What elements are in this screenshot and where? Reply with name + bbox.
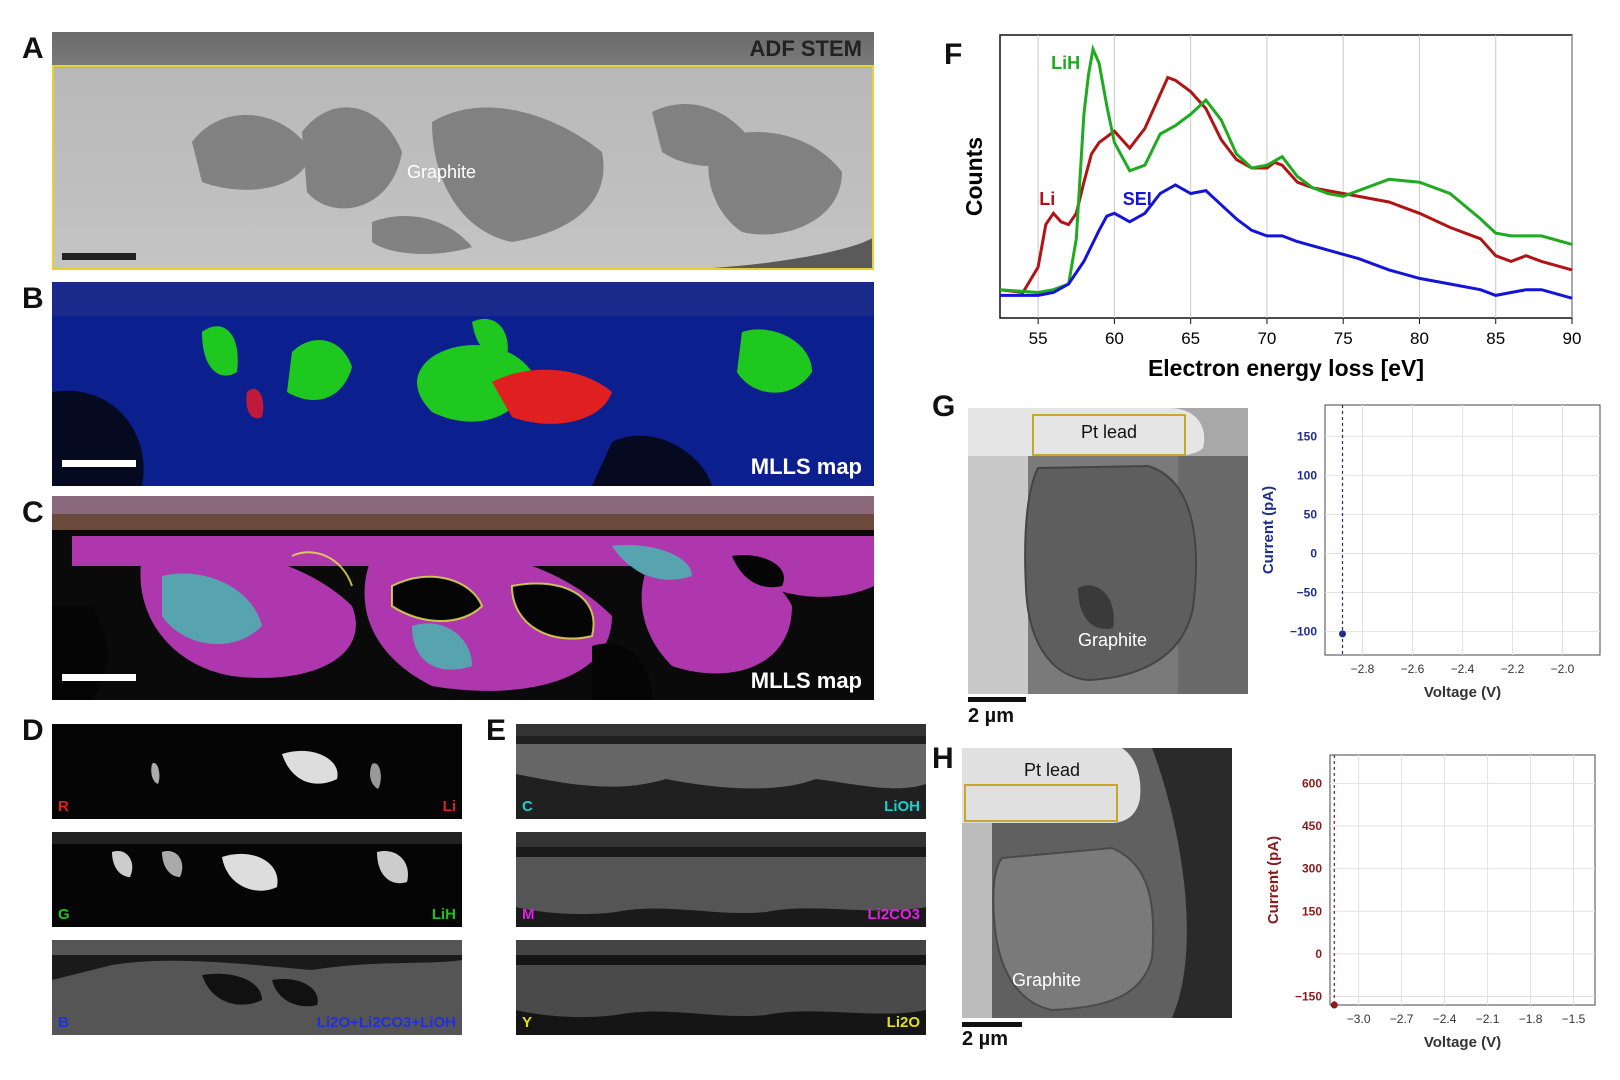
map-e-lioh: C LiOH xyxy=(516,724,926,819)
graphite-label: Graphite xyxy=(407,162,477,182)
panel-b-title: MLLS map xyxy=(750,454,862,479)
pt-lead-label: Pt lead xyxy=(1080,422,1138,442)
scale-bar xyxy=(62,253,136,260)
y-tick-label: −150 xyxy=(1295,989,1322,1003)
x-tick-label: −1.8 xyxy=(1519,1012,1543,1026)
device-image-h: Pt lead Graphite xyxy=(962,748,1232,1018)
y-tick-label: 600 xyxy=(1302,776,1322,790)
x-tick-label: −1.5 xyxy=(1562,1012,1586,1026)
panel-label-h: H xyxy=(932,742,954,775)
iv-chart-g: −2.8 −2.6 −2.4 −2.2 −2.0 −100 −50 0 50 100 150 Volt… xyxy=(1260,404,1601,701)
x-tick-label: −2.4 xyxy=(1451,662,1475,676)
series-line-lih xyxy=(999,44,1573,295)
scale-bar-label: 2 µm xyxy=(968,705,1014,727)
y-tick-label: −100 xyxy=(1290,625,1317,639)
panel-label-b: B xyxy=(22,282,44,315)
data-point xyxy=(1330,1001,1338,1009)
panel-c-title: MLLS map xyxy=(750,668,862,693)
channel-label-g: G xyxy=(58,906,70,923)
panel-label-g: G xyxy=(932,390,956,423)
y-tick-label: 0 xyxy=(1315,947,1322,961)
pt-lead-box xyxy=(964,784,1118,822)
panel-label-c: C xyxy=(22,496,44,529)
phase-label-li: Li xyxy=(442,798,456,815)
panel-label-d: D xyxy=(22,714,44,747)
channel-label-m: M xyxy=(522,906,535,923)
channel-label-c: C xyxy=(522,798,533,815)
adf-stem-image: ADF STEM Graphite xyxy=(52,32,874,270)
y-tick-label: 150 xyxy=(1297,429,1317,443)
graphite-label: Graphite xyxy=(1012,970,1082,990)
x-tick-label: 85 xyxy=(1486,329,1505,348)
x-tick-label: −2.2 xyxy=(1501,662,1525,676)
mlls-map-rgb: MLLS map xyxy=(52,282,874,486)
panel-label-e: E xyxy=(486,714,507,747)
y-tick-label: 450 xyxy=(1302,819,1322,833)
x-tick-label: −2.0 xyxy=(1551,662,1575,676)
scale-bar-label: 2 µm xyxy=(962,1028,1008,1050)
plot-frame xyxy=(1329,754,1596,1006)
selection-box xyxy=(52,65,874,270)
channel-label-b: B xyxy=(58,1014,69,1031)
series-label-sei: SEI xyxy=(1123,189,1152,209)
scale-bar xyxy=(62,674,136,681)
y-tick-label: −50 xyxy=(1297,586,1318,600)
scale-bar xyxy=(968,697,1026,702)
panel-label-f: F xyxy=(944,38,963,71)
channel-label-r: R xyxy=(58,798,69,815)
phase-label-lih: LiH xyxy=(431,906,456,923)
map-e-li2o: Y Li2O xyxy=(516,940,926,1035)
x-tick-label: −3.0 xyxy=(1347,1012,1371,1026)
x-tick-label: 75 xyxy=(1334,329,1353,348)
device-image-g: Pt lead Graphite xyxy=(968,408,1248,694)
y-tick-label: 50 xyxy=(1304,507,1318,521)
scale-bar xyxy=(62,460,136,467)
graphite-label: Graphite xyxy=(1078,630,1148,650)
x-tick-label: 65 xyxy=(1181,329,1200,348)
x-tick-label: −2.7 xyxy=(1390,1012,1414,1026)
phase-label-li2co3: Li2CO3 xyxy=(867,906,920,923)
series-label-li: Li xyxy=(1039,189,1055,209)
phase-label-li2o: Li2O xyxy=(886,1014,920,1031)
pt-lead-label: Pt lead xyxy=(1024,760,1081,780)
data-point xyxy=(1339,630,1346,638)
x-tick-label: −2.1 xyxy=(1476,1012,1500,1026)
y-axis-label: Current (pA) xyxy=(1265,836,1282,924)
phase-label-lioh: LiOH xyxy=(884,798,920,815)
map-e-li2co3: M Li2CO3 xyxy=(516,832,926,927)
panel-a-title: ADF STEM xyxy=(749,36,862,61)
y-axis-label: Counts xyxy=(961,137,987,216)
eels-chart: 55 60 65 70 75 80 85 90 Electron energy loss [eV… xyxy=(961,34,1582,381)
y-tick-label: 150 xyxy=(1302,904,1322,918)
channel-label-y: Y xyxy=(522,1014,533,1031)
series-line-li xyxy=(999,75,1573,295)
mlls-map-cmy: MLLS map xyxy=(52,496,874,700)
x-tick-label: 80 xyxy=(1410,329,1429,348)
y-tick-label: 100 xyxy=(1297,468,1317,482)
x-axis-label: Electron energy loss [eV] xyxy=(1148,355,1424,381)
map-d-li: R Li xyxy=(52,724,462,819)
x-tick-label: 55 xyxy=(1029,329,1048,348)
x-tick-label: 90 xyxy=(1563,329,1582,348)
map-d-lih: G LiH xyxy=(52,832,462,927)
y-axis-label: Current (pA) xyxy=(1260,486,1277,574)
pt-lead-box xyxy=(1032,414,1186,456)
y-tick-label: 0 xyxy=(1310,546,1317,560)
x-tick-label: 70 xyxy=(1257,329,1276,348)
x-tick-label: −2.6 xyxy=(1401,662,1425,676)
x-axis-label: Voltage (V) xyxy=(1424,1034,1501,1051)
iv-chart-h: −3.0 −2.7 −2.4 −2.1 −1.8 −1.5 −150 0 150 300 450 60… xyxy=(1265,754,1596,1051)
x-axis-label: Voltage (V) xyxy=(1424,684,1501,701)
phase-label-mixed: Li2O+Li2CO3+LiOH xyxy=(316,1014,456,1031)
series-label-lih: LiH xyxy=(1051,53,1080,73)
x-tick-label: −2.8 xyxy=(1351,662,1375,676)
scale-bar xyxy=(962,1022,1022,1027)
x-tick-label: 60 xyxy=(1105,329,1124,348)
y-tick-label: 300 xyxy=(1302,862,1322,876)
x-tick-label: −2.4 xyxy=(1433,1012,1457,1026)
panel-label-a: A xyxy=(22,32,44,65)
map-d-mixed: B Li2O+Li2CO3+LiOH xyxy=(52,940,462,1035)
series-line-sei xyxy=(1000,183,1573,300)
